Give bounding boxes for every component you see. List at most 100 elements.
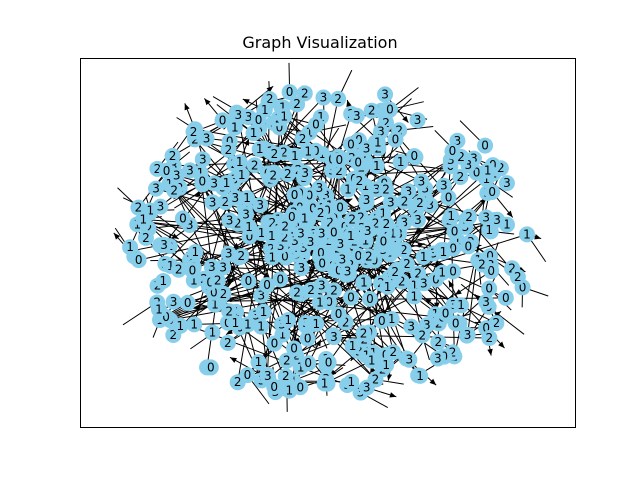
edge-arrowhead (243, 138, 250, 146)
node-label: 2 (398, 274, 406, 288)
node-label: 2 (135, 201, 143, 215)
node-label: 0 (244, 368, 252, 382)
node-label: 1 (454, 234, 462, 248)
node-label: 3 (387, 195, 395, 209)
edge-arrowhead (506, 210, 513, 218)
node-label: 0 (502, 291, 510, 305)
node-circle (148, 180, 165, 197)
edge-arrowhead (227, 278, 235, 284)
node-label: 2 (307, 283, 315, 297)
graph-node: 0 (406, 148, 423, 165)
graph-node: 1 (300, 143, 317, 160)
node-label: 0 (487, 264, 495, 278)
graph-node: 2 (294, 130, 311, 147)
node-label: 0 (336, 153, 344, 167)
node-label: 1 (374, 135, 382, 149)
node-circle (187, 244, 204, 261)
edge-arrowhead (402, 115, 409, 123)
graph-node: 0 (444, 143, 461, 160)
node-label: 0 (309, 201, 317, 215)
graph-node: 1 (241, 218, 258, 235)
node-circle (170, 261, 187, 278)
node-label: 3 (482, 295, 490, 309)
node-label: 3 (503, 176, 511, 190)
node-label: 2 (214, 274, 222, 288)
node-label: 0 (296, 380, 304, 394)
node-label: 0 (449, 264, 457, 278)
node-circle (289, 284, 306, 301)
graph-node: 2 (351, 172, 368, 189)
node-label: 1 (294, 217, 302, 231)
node-label: 2 (145, 222, 153, 236)
node-label: 1 (140, 212, 148, 226)
node-label: 3 (173, 169, 181, 183)
graph-node: 1 (280, 312, 297, 329)
node-circle (413, 173, 430, 190)
node-circle (358, 192, 375, 209)
node-circle (263, 227, 280, 244)
node-circle (406, 288, 423, 305)
node-label: 0 (335, 264, 343, 278)
graph-node: 2 (360, 248, 377, 265)
graph-node: 2 (185, 123, 202, 140)
node-circle (286, 147, 303, 164)
graph-node: 1 (231, 154, 248, 171)
node-label: 3 (208, 260, 216, 274)
node-label: 3 (465, 158, 473, 172)
node-label: 2 (330, 283, 338, 297)
graph-node: 1 (239, 316, 256, 333)
node-label: 2 (395, 123, 403, 137)
node-label: 2 (342, 315, 350, 329)
node-circle (300, 355, 317, 372)
graph-node: 0 (300, 355, 317, 372)
node-circle (481, 329, 498, 346)
node-label: 3 (405, 184, 413, 198)
node-label: 3 (318, 278, 326, 292)
node-label: 2 (269, 216, 277, 230)
edge-arrowhead (184, 103, 190, 111)
graph-node: 3 (198, 130, 215, 147)
graph-node: 0 (286, 340, 303, 357)
graph-node: 1 (226, 119, 243, 136)
graph-node: 2 (164, 147, 181, 164)
node-label: 2 (457, 170, 465, 184)
node-circle (326, 282, 343, 299)
node-label: 0 (271, 337, 279, 351)
graph-node: 0 (381, 101, 398, 118)
graph-node: 0 (332, 199, 349, 216)
graph-node: 1 (435, 243, 452, 260)
node-label: 1 (388, 312, 396, 326)
graph-node: 1 (308, 315, 325, 332)
node-label: 2 (267, 242, 275, 256)
node-label: 0 (473, 166, 481, 180)
node-label: 2 (400, 243, 408, 257)
node-label: 3 (252, 309, 260, 323)
node-circle (215, 259, 232, 276)
node-label: 1 (411, 278, 419, 292)
node-circle (344, 211, 361, 228)
graph-node: 1 (392, 154, 409, 171)
node-label: 0 (226, 134, 234, 148)
node-label: 2 (372, 216, 380, 230)
graph-node: 0 (325, 224, 342, 241)
graph-node: 1 (406, 288, 423, 305)
node-circle (361, 290, 378, 307)
node-label: 2 (334, 92, 342, 106)
node-label: 0 (286, 85, 294, 99)
node-label: 1 (523, 227, 531, 241)
edge-arrowhead (448, 280, 455, 288)
graph-node: 2 (363, 102, 380, 119)
node-label: 2 (224, 336, 232, 350)
graph-node: 3 (429, 350, 446, 367)
node-circle (378, 357, 395, 374)
node-label: 3 (209, 195, 217, 209)
node-label: 0 (335, 307, 343, 321)
node-label: 0 (255, 113, 263, 127)
graph-node: 0 (272, 271, 289, 288)
node-circle (233, 166, 250, 183)
node-circle (344, 338, 361, 355)
graph-node: 0 (361, 290, 378, 307)
node-label: 2 (465, 210, 473, 224)
graph-node: 3 (230, 106, 247, 123)
